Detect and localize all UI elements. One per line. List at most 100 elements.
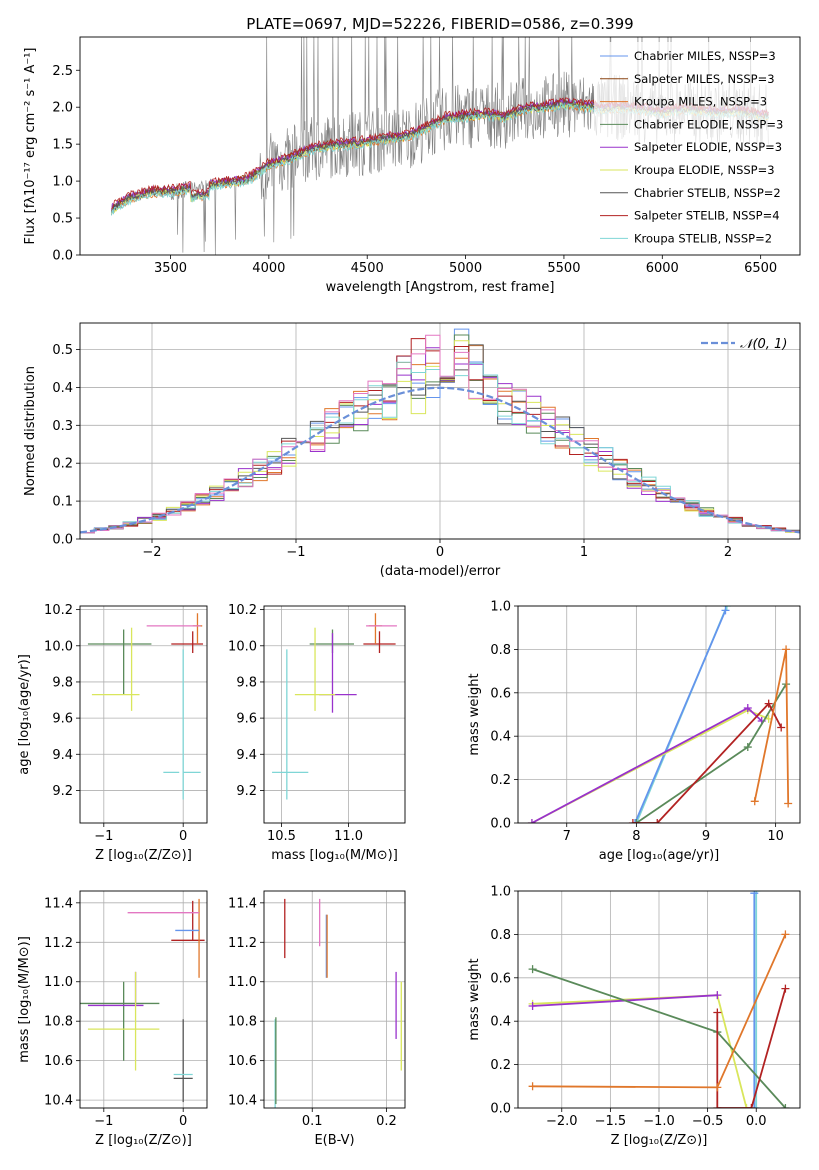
mass-vs-metallicity-panel: −1 0 10.4 10.6 10.8 11.0 11.2 11.4 Z [log₁₀(Z/Z⊙… <box>17 890 208 1148</box>
x-tick-label: 5000 <box>449 261 482 276</box>
weight-marker <box>527 819 536 823</box>
x-tick-label: 0.2 <box>376 1114 397 1129</box>
errorbar-plot-area <box>80 898 205 1103</box>
y-tick-label: 0.4 <box>490 1015 511 1030</box>
weight-marker <box>764 699 773 708</box>
weight-marker <box>721 606 730 615</box>
x-tick-label: −1 <box>286 545 305 560</box>
x-axis-label: Z [log₁₀(Z/Z⊙)] <box>95 1133 192 1148</box>
x-tick-label: −2 <box>142 545 161 560</box>
y-tick-label: 10.0 <box>44 639 73 654</box>
y-tick-label: 11.0 <box>44 975 73 990</box>
legend-label: Chabrier STELIB, NSSP=2 <box>634 186 781 200</box>
weight-marker <box>750 891 759 898</box>
legend-label: Kroupa ELODIE, NSSP=3 <box>634 163 775 177</box>
weight-marker <box>781 984 790 993</box>
x-tick-label: 5500 <box>547 261 580 276</box>
y-tick-label: 0.0 <box>52 533 73 548</box>
errorbar-plot-area <box>274 898 402 1108</box>
y-tick-label: 11.4 <box>228 896 257 911</box>
y-tick-label: 10.4 <box>228 1094 257 1109</box>
legend-label: Salpeter MILES, NSSP=3 <box>634 72 775 86</box>
x-tick-label: −1 <box>94 829 113 844</box>
axes-frame <box>263 890 406 1109</box>
y-tick-label: 0.0 <box>52 249 73 264</box>
legend-label: Kroupa MILES, NSSP=3 <box>634 95 767 109</box>
x-tick-label: 10 <box>767 829 784 844</box>
y-tick-label: 1.0 <box>490 885 511 900</box>
y-tick-label: 10.8 <box>228 1015 257 1030</box>
x-tick-label: 8 <box>632 829 640 844</box>
x-tick-label: 4500 <box>351 261 384 276</box>
weight-marker <box>722 606 731 610</box>
x-tick-label: 10.5 <box>267 829 296 844</box>
y-tick-label: 10.4 <box>44 1094 73 1109</box>
y-tick-label: 0.4 <box>490 730 511 745</box>
x-axis-label: age [log₁₀(age/yr)] <box>599 848 720 863</box>
x-axis-label: (data-model)/error <box>380 564 501 579</box>
weight-marker <box>630 819 639 823</box>
y-tick-label: 11.0 <box>228 975 257 990</box>
weight-marker <box>743 703 752 712</box>
y-tick-label: 0.8 <box>490 928 511 943</box>
y-tick-label: 9.2 <box>236 784 257 799</box>
x-tick-label: 0.0 <box>746 1114 767 1129</box>
spectrum-panel: 3500 4000 4500 5000 5500 6000 6500 0.0 0.5 1.0 1.5… <box>23 36 801 295</box>
y-tick-label: 0.8 <box>490 643 511 658</box>
weight-marker <box>628 819 637 823</box>
weight-marker <box>713 1083 722 1092</box>
y-axis-label: mass [log₁₀(M/M⊙)] <box>17 936 32 1063</box>
y-tick-label: 10.2 <box>228 603 257 618</box>
weight-vs-age-panel: 7 8 9 10 0.0 0.2 0.4 0.6 0.8 1.0 age [log₁₀(age/yr… <box>467 600 801 863</box>
histogram-step-line <box>80 334 800 534</box>
axes-frame <box>79 322 801 540</box>
weight-vs-metallicity-panel: −2.0 −1.5 −1.0 −0.5 0.0 0.0 0.2 0.4 0.6 0.8 1.0 Z [… <box>467 885 801 1148</box>
axes-frame <box>517 890 801 1109</box>
weight-marker <box>777 723 786 732</box>
legend-label: Salpeter ELODIE, NSSP=3 <box>634 140 782 154</box>
y-tick-label: 2.0 <box>52 101 73 116</box>
y-axis-label: mass weight <box>467 958 482 1040</box>
x-tick-label: −1.5 <box>595 1114 627 1129</box>
weight-marker <box>713 991 722 1000</box>
y-tick-label: 0.6 <box>490 686 511 701</box>
legend-label: Salpeter STELIB, NSSP=4 <box>634 209 780 223</box>
y-tick-label: 0.4 <box>52 381 73 396</box>
age-vs-metallicity-panel: −1 0 9.2 9.4 9.6 9.8 10.0 10.2 Z [log₁₀(Z/Z⊙)] ag… <box>17 603 208 863</box>
age-vs-mass-panel: 10.5 11.0 9.2 9.4 9.6 9.8 10.0 10.2 mass [log₁₀(… <box>228 603 406 863</box>
legend-label: Kroupa STELIB, NSSP=2 <box>634 231 772 245</box>
legend-label: Chabrier MILES, NSSP=3 <box>634 49 776 63</box>
x-tick-label: 6500 <box>744 261 777 276</box>
axes-frame <box>517 605 801 824</box>
weight-marker <box>781 930 790 939</box>
residual-histogram-panel: −2 −1 0 1 2 0.0 0.1 0.2 0.3 0.4 0.5 (data-model)/er… <box>23 322 801 579</box>
weight-marker <box>653 819 662 823</box>
x-tick-label: 6000 <box>646 261 679 276</box>
weight-marker <box>747 1104 756 1108</box>
y-tick-label: 1.5 <box>52 138 73 153</box>
weight-marker <box>784 799 793 808</box>
y-axis-label: mass weight <box>467 673 482 755</box>
y-tick-label: 9.2 <box>52 784 73 799</box>
x-tick-label: 3500 <box>154 261 187 276</box>
y-tick-label: 9.4 <box>236 748 257 763</box>
y-tick-label: 10.6 <box>44 1054 73 1069</box>
y-tick-label: 11.2 <box>228 936 257 951</box>
y-tick-label: 10.0 <box>228 639 257 654</box>
y-tick-label: 0.0 <box>490 1102 511 1117</box>
y-tick-label: 0.6 <box>490 971 511 986</box>
x-tick-label: 0 <box>179 829 187 844</box>
x-tick-label: −1 <box>94 1114 113 1129</box>
y-tick-label: 9.8 <box>52 675 73 690</box>
y-tick-label: 0.5 <box>52 343 73 358</box>
weight-line <box>531 709 770 823</box>
x-tick-label: 0.1 <box>302 1114 323 1129</box>
weight-marker <box>750 797 759 806</box>
y-tick-label: 0.5 <box>52 212 73 227</box>
weight-plot-area <box>528 891 790 1108</box>
y-tick-label: 2.5 <box>52 64 73 79</box>
histogram-step-line <box>80 328 800 534</box>
x-axis-label: mass [log₁₀(M/M⊙)] <box>271 848 398 863</box>
y-axis-label: Normed distribution <box>23 366 38 496</box>
